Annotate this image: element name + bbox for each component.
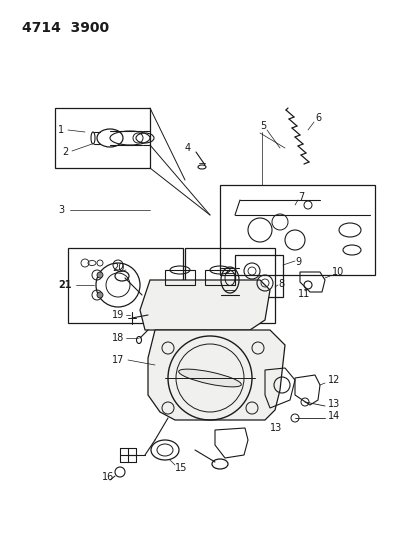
Text: 10: 10 — [332, 267, 344, 277]
Text: 8: 8 — [278, 279, 284, 289]
Text: 19: 19 — [112, 310, 124, 320]
Circle shape — [97, 292, 103, 298]
Text: 16: 16 — [102, 472, 114, 482]
Ellipse shape — [179, 369, 241, 387]
Bar — [165, 270, 195, 285]
Text: 3: 3 — [58, 205, 64, 215]
Text: 15: 15 — [175, 463, 187, 473]
Text: 6: 6 — [315, 113, 321, 123]
Text: 4: 4 — [185, 143, 191, 153]
Text: 2: 2 — [62, 147, 68, 157]
Bar — [235, 255, 283, 297]
Text: 12: 12 — [328, 375, 340, 385]
Bar — [220, 185, 375, 275]
Text: 7: 7 — [298, 192, 304, 202]
Text: 1: 1 — [58, 125, 64, 135]
Text: 18: 18 — [112, 333, 124, 343]
Text: 17: 17 — [112, 355, 124, 365]
Text: 20: 20 — [112, 263, 124, 273]
Text: 13: 13 — [328, 399, 340, 409]
Text: 5: 5 — [260, 121, 266, 131]
Text: 11: 11 — [298, 289, 310, 299]
Circle shape — [97, 272, 103, 278]
Bar — [68, 248, 183, 323]
Bar — [55, 108, 150, 168]
Text: 13: 13 — [270, 423, 282, 433]
Text: 21: 21 — [58, 280, 71, 290]
Bar — [185, 248, 275, 323]
Polygon shape — [140, 280, 270, 330]
Text: 9: 9 — [295, 257, 301, 267]
Polygon shape — [148, 330, 285, 420]
Bar — [205, 270, 235, 285]
Text: 14: 14 — [328, 411, 340, 421]
Text: 4714  3900: 4714 3900 — [22, 21, 109, 35]
